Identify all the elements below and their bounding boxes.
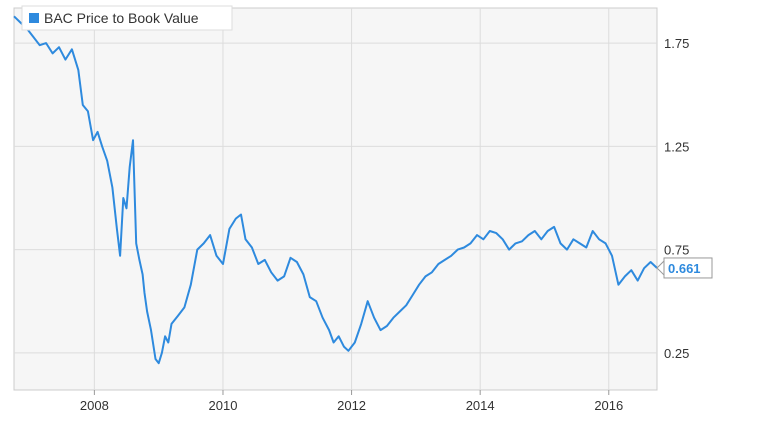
series-layer [13,15,658,365]
legend: BAC Price to Book Value [21,5,233,31]
legend-label: BAC Price to Book Value [44,10,199,26]
badge-pointer [656,259,665,277]
y-tick-label: 1.25 [664,139,689,154]
y-tick-label: 1.75 [664,36,689,51]
legend-box [21,5,233,31]
y-tick-label: 0.25 [664,346,689,361]
x-tick-label: 2016 [594,398,623,413]
x-tick-label: 2008 [80,398,109,413]
x-tick-label: 2010 [209,398,238,413]
last-value-badge: 0.661 [656,257,713,279]
series-line-bac-price-to-book [13,15,658,365]
axis-labels: 2008 2010 2012 2014 2016 0.25 0.75 1.25 1.75 [80,36,689,413]
badge-box [663,257,713,279]
y-tick-label: 0.75 [664,243,689,258]
last-value-label: 0.661 [668,261,701,276]
x-tick-label: 2014 [466,398,495,413]
x-tick-label: 2012 [337,398,366,413]
legend-swatch [29,13,39,23]
plot-area [13,7,658,391]
